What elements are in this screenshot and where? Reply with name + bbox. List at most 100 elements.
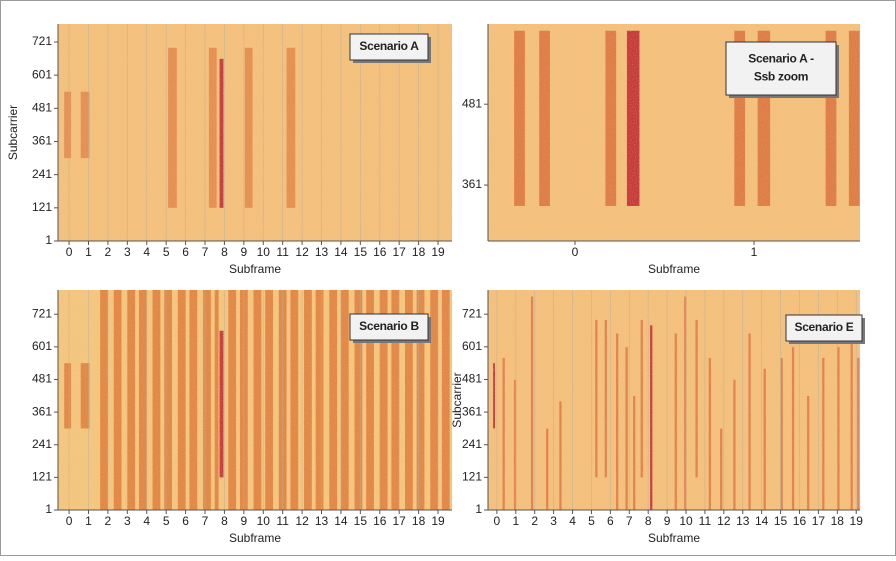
y-tick-label: 1 [475,502,482,516]
x-axis-label: Subframe [648,531,700,545]
y-tick-label: 601 [462,339,482,353]
x-tick-label: 0 [66,245,73,259]
annotation-box [349,33,429,61]
x-tick-label: 5 [588,514,595,528]
y-tick-label: 361 [462,177,482,191]
x-tick-label: 4 [143,514,150,528]
x-tick-label: 6 [182,514,189,528]
y-axis-label: Subcarrier [450,372,464,427]
x-tick-label: 1 [751,245,758,259]
x-tick-label: 17 [812,514,826,528]
x-tick-label: 9 [664,514,671,528]
y-tick-label: 481 [32,372,52,386]
x-tick-label: 14 [334,245,348,259]
x-tick-label: 10 [257,245,271,259]
y-tick-label: 241 [32,437,52,451]
x-tick-label: 13 [736,514,750,528]
y-tick-label: 361 [32,134,52,148]
x-axis-label: Subframe [229,531,281,545]
x-tick-label: 10 [679,514,693,528]
x-tick-label: 9 [240,514,247,528]
x-tick-label: 1 [85,245,92,259]
x-tick-label: 12 [295,514,309,528]
x-tick-label: 16 [793,514,807,528]
x-tick-label: 18 [412,245,426,259]
x-tick-label: 11 [276,514,289,528]
x-tick-label: 17 [393,514,407,528]
x-tick-label: 2 [105,245,112,259]
x-tick-label: 3 [124,245,131,259]
y-tick-label: 121 [462,470,482,484]
annotation: Scenario B [359,319,419,333]
y-tick-label: 241 [32,167,52,181]
x-tick-label: 14 [755,514,769,528]
x-tick-label: 2 [105,514,112,528]
x-tick-label: 19 [850,514,864,528]
x-tick-label: 5 [163,245,170,259]
annotation: Scenario A - [748,52,814,66]
x-tick-label: 10 [257,514,271,528]
y-tick-label: 481 [462,96,482,110]
annotation: Scenario A [359,39,419,53]
x-tick-label: 1 [85,514,92,528]
x-tick-label: 17 [393,245,407,259]
x-tick-label: 18 [412,514,426,528]
x-tick-label: 15 [354,514,368,528]
y-tick-label: 721 [32,306,52,320]
x-tick-label: 19 [431,245,445,259]
x-tick-label: 2 [531,514,538,528]
x-tick-label: 11 [276,245,289,259]
x-tick-label: 13 [315,245,329,259]
x-tick-label: 8 [221,245,228,259]
y-tick-label: 601 [32,339,52,353]
x-tick-label: 1 [512,514,519,528]
x-axis-label: Subframe [229,262,281,276]
x-tick-label: 0 [66,514,73,528]
x-tick-label: 11 [699,514,712,528]
x-tick-label: 5 [163,514,170,528]
x-tick-label: 7 [202,514,209,528]
x-axis-label: Subframe [648,262,700,276]
y-tick-label: 121 [32,200,52,214]
x-tick-label: 12 [717,514,731,528]
annotation-box [349,313,429,341]
x-tick-label: 15 [354,245,368,259]
plot-area [58,290,452,510]
x-tick-label: 9 [240,245,247,259]
annotation-box [725,41,837,96]
annotation-box [785,314,863,342]
x-tick-label: 14 [334,514,348,528]
y-tick-label: 361 [32,404,52,418]
x-tick-label: 15 [774,514,788,528]
x-tick-label: 18 [831,514,845,528]
y-tick-label: 241 [462,437,482,451]
x-tick-label: 6 [607,514,614,528]
plot-area [58,24,452,241]
y-tick-label: 601 [32,67,52,81]
x-tick-label: 4 [569,514,576,528]
x-tick-label: 8 [645,514,652,528]
x-tick-label: 16 [373,514,387,528]
y-tick-label: 1 [45,233,52,247]
annotation: Scenario E [794,320,853,334]
y-tick-label: 1 [45,502,52,516]
annotation: Ssb zoom [754,70,808,84]
x-tick-label: 12 [295,245,309,259]
y-tick-label: 361 [462,404,482,418]
x-tick-label: 7 [202,245,209,259]
y-tick-label: 481 [462,372,482,386]
x-tick-label: 19 [431,514,445,528]
x-tick-label: 0 [572,245,579,259]
y-tick-label: 481 [32,100,52,114]
x-tick-label: 3 [550,514,557,528]
x-tick-label: 8 [221,514,228,528]
y-tick-label: 121 [32,470,52,484]
x-tick-label: 4 [143,245,150,259]
x-tick-label: 7 [626,514,633,528]
x-tick-label: 6 [182,245,189,259]
y-tick-label: 721 [462,306,482,320]
y-tick-label: 721 [32,34,52,48]
x-tick-label: 13 [315,514,329,528]
x-tick-label: 0 [494,514,501,528]
x-tick-label: 3 [124,514,131,528]
